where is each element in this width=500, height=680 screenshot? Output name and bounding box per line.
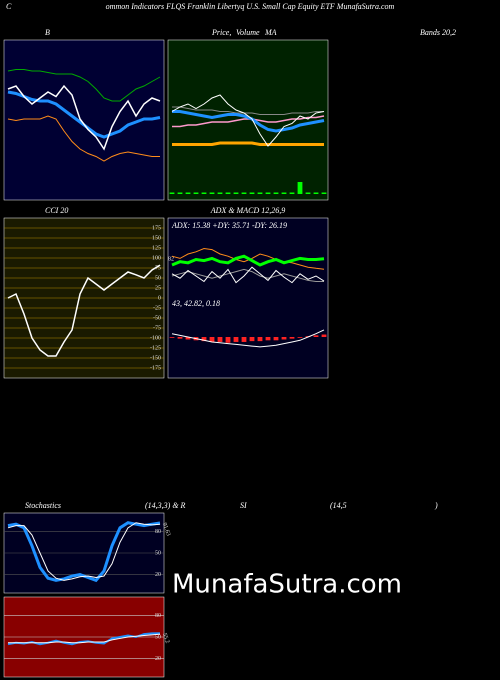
y-tick-label: -175 xyxy=(150,365,161,371)
y-tick-label: -100 xyxy=(150,335,161,341)
y-tick-label: 20 xyxy=(155,656,161,662)
bar xyxy=(201,192,207,194)
series-line xyxy=(7,522,161,581)
y-tick-label: 25 xyxy=(155,285,161,291)
panel-title: SI xyxy=(240,501,247,510)
bar xyxy=(265,192,271,194)
bar xyxy=(265,337,271,341)
y-tick-label: -25 xyxy=(153,305,161,311)
bar xyxy=(241,192,247,194)
series-line xyxy=(171,329,325,348)
bar xyxy=(177,192,183,194)
bar xyxy=(217,192,223,194)
bar xyxy=(321,334,327,337)
bar xyxy=(273,337,279,341)
panel-title: (14,5 xyxy=(330,501,347,510)
y-tick-label: 80 xyxy=(155,529,161,535)
series-line xyxy=(7,115,160,162)
series-line xyxy=(8,633,161,644)
watermark: MunafaSutra.com xyxy=(172,570,402,600)
value-label: 91.63 xyxy=(161,522,171,537)
y-tick-label: 175 xyxy=(152,225,161,231)
y-tick-label: -150 xyxy=(150,355,161,361)
y-tick-label: 20 xyxy=(155,572,161,578)
y-tick-label: 80 xyxy=(155,613,161,619)
y-tick-label: 75 xyxy=(155,265,161,271)
series-line xyxy=(172,110,325,133)
bar xyxy=(273,192,279,194)
panel-title: ADX & MACD 12,26,9 xyxy=(210,206,285,215)
bar xyxy=(321,192,327,194)
annotation: ADX: 15.38 +DY: 35.71 -DY: 26.19 xyxy=(171,221,287,230)
series-line xyxy=(7,69,161,102)
annotation: 43, 42.82, 0.18 xyxy=(172,299,220,308)
series-line xyxy=(172,106,324,115)
y-tick-label: 0 xyxy=(158,295,161,301)
bar xyxy=(193,192,199,194)
bar xyxy=(289,337,295,339)
bar xyxy=(249,192,255,194)
bar xyxy=(289,192,295,194)
value-label: 55.2 xyxy=(161,632,170,644)
panel-title: Price, xyxy=(211,28,231,37)
bar xyxy=(233,192,239,194)
header-initial: C xyxy=(6,2,12,11)
y-tick-label: -125 xyxy=(150,345,161,351)
bar xyxy=(297,182,303,194)
panel-title: Stochastics xyxy=(25,501,61,510)
panel-title: MA xyxy=(264,28,277,37)
series-line xyxy=(171,254,325,267)
bar xyxy=(233,337,239,342)
panel-title: ) xyxy=(434,501,438,510)
y-tick-label: 50 xyxy=(155,550,161,556)
series-line xyxy=(7,264,161,357)
bar xyxy=(201,337,207,342)
series-line xyxy=(171,268,324,282)
bar xyxy=(169,192,175,194)
y-tick-label: 50 xyxy=(155,634,161,640)
bar xyxy=(281,192,287,194)
panel-title: Bands 20,2 xyxy=(420,28,456,37)
y-tick-label: 100 xyxy=(152,255,161,261)
bar xyxy=(249,337,255,342)
bar xyxy=(313,192,319,194)
bar xyxy=(297,337,303,338)
bar xyxy=(313,335,319,337)
bar xyxy=(209,337,215,342)
bar xyxy=(241,337,247,342)
panel-title: (14,3,3) & R xyxy=(145,501,186,510)
y-tick-label: 150 xyxy=(152,235,161,241)
bar xyxy=(169,337,175,338)
header-title: ommon Indicators FLQS Franklin Libertyq … xyxy=(106,2,395,11)
bar xyxy=(281,337,287,340)
bar xyxy=(225,192,231,194)
bar xyxy=(305,192,311,194)
y-tick-label: 50 xyxy=(155,275,161,281)
bar xyxy=(185,192,191,194)
bar xyxy=(217,337,223,342)
panel-title: CCI 20 xyxy=(45,206,68,215)
bar xyxy=(185,337,191,340)
panel xyxy=(167,39,329,201)
series-line xyxy=(171,266,325,284)
y-tick-label: -75 xyxy=(153,325,161,331)
y-tick-label: -50 xyxy=(153,315,161,321)
bar xyxy=(257,192,263,194)
panel-title: Volume xyxy=(236,28,260,37)
panel xyxy=(167,217,329,379)
series-line xyxy=(171,94,325,147)
bar xyxy=(225,337,231,343)
series-line xyxy=(172,141,324,146)
bar xyxy=(209,192,215,194)
series-line xyxy=(7,84,161,151)
bar xyxy=(177,337,183,339)
value-label: 82 xyxy=(168,257,174,263)
y-tick-label: 125 xyxy=(152,245,161,251)
bar xyxy=(257,337,263,342)
panel-title: B xyxy=(45,28,50,37)
